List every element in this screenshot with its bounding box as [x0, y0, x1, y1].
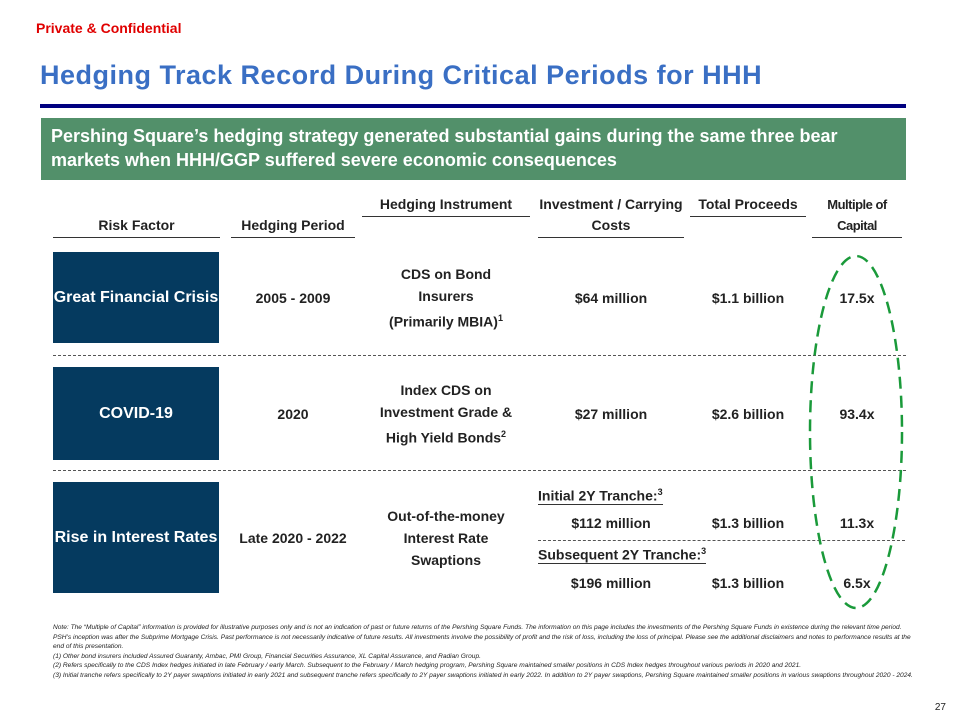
- investment-value: $112 million: [571, 515, 651, 531]
- proceeds-value: $1.1 billion: [711, 289, 785, 306]
- header-risk-factor: Risk Factor: [53, 215, 220, 238]
- header-investment: Investment / Carrying Costs: [538, 194, 684, 238]
- footnote: (2) Refers specifically to the CDS Index…: [53, 662, 802, 669]
- risk-factor-gfc: Great Financial Crisis: [53, 252, 219, 343]
- row-divider: [53, 355, 906, 356]
- hedging-period: 2020: [277, 405, 309, 422]
- footnote-ref: 3: [701, 546, 707, 556]
- footnote: Note: The “Multiple of Capital” informat…: [53, 624, 911, 650]
- page-number: 27: [934, 702, 946, 713]
- confidential-label: Private & Confidential: [36, 20, 182, 36]
- tranche-label: Subsequent 2Y Tranche:3: [538, 546, 707, 564]
- multiple-value: 6.5x: [843, 575, 871, 591]
- footnotes: Note: The “Multiple of Capital” informat…: [53, 623, 913, 680]
- header-hedging-period: Hedging Period: [231, 215, 355, 238]
- risk-factor-rates: Rise in Interest Rates: [53, 482, 219, 593]
- investment-value: $27 million: [574, 405, 648, 422]
- footnote-ref: 1: [497, 312, 503, 323]
- hedging-instrument: Index CDS on Investment Grade & High Yie…: [362, 367, 530, 460]
- multiple-value: 11.3x: [839, 515, 875, 531]
- investment-value: $196 million: [570, 575, 652, 591]
- tranche-label-text: Subsequent 2Y Tranche:: [538, 546, 702, 563]
- hedging-instrument: Out-of-the-money Interest Rate Swaptions: [362, 482, 530, 593]
- summary-banner: Pershing Square’s hedging strategy gener…: [41, 118, 906, 180]
- tranche-label-text: Initial 2Y Tranche:: [538, 487, 658, 504]
- instrument-text: CDS on Bond Insurers: [400, 265, 492, 304]
- footnote-ref: 3: [657, 487, 663, 497]
- highlight-ellipse: [808, 254, 904, 610]
- instrument-subtext: (Primarily MBIA)1: [389, 307, 503, 333]
- investment-value: $64 million: [574, 289, 648, 306]
- header-proceeds: Total Proceeds: [690, 194, 806, 217]
- proceeds-value: $1.3 billion: [711, 575, 785, 591]
- risk-factor-covid: COVID-19: [53, 367, 219, 460]
- header-multiple: Multiple of Capital: [812, 194, 902, 238]
- header-hedging-instrument: Hedging Instrument: [362, 194, 530, 217]
- instrument-text: Index CDS on Investment Grade & High Yie…: [379, 381, 513, 446]
- instrument-detail: (Primarily MBIA): [389, 313, 498, 330]
- title-rule: [40, 104, 906, 108]
- row-divider: [53, 470, 906, 471]
- hedging-period: Late 2020 - 2022: [239, 529, 347, 546]
- hedging-period: 2005 - 2009: [255, 289, 331, 306]
- tranche-label: Initial 2Y Tranche:3: [538, 487, 663, 505]
- footnote-ref: 2: [501, 428, 507, 439]
- footnote: (1) Other bond insurers included Assured…: [53, 652, 481, 660]
- multiple-value: 93.4x: [839, 405, 875, 422]
- tranche-divider: [538, 540, 905, 541]
- multiple-value: 17.5x: [839, 289, 875, 306]
- page-title: Hedging Track Record During Critical Per…: [40, 60, 763, 90]
- proceeds-value: $1.3 billion: [711, 515, 785, 531]
- hedging-instrument: CDS on Bond Insurers (Primarily MBIA)1: [362, 252, 530, 343]
- footnote: (3) Initial tranche refers specifically …: [53, 671, 913, 679]
- proceeds-value: $2.6 billion: [711, 405, 785, 422]
- instrument-text: Out-of-the-money Interest Rate Swaptions: [387, 507, 505, 568]
